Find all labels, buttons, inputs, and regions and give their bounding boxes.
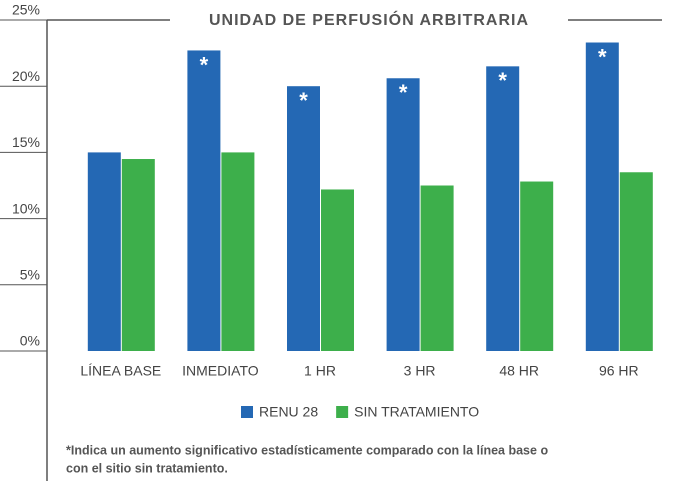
- y-tick-label: 15%: [12, 134, 40, 150]
- bar: [321, 189, 354, 351]
- y-tick-label: 10%: [12, 200, 40, 216]
- x-tick-label: 1 HR: [304, 363, 336, 379]
- footnote: *Indica un aumento significativo estadís…: [66, 443, 548, 457]
- footnote: con el sitio sin tratamiento.: [66, 461, 228, 475]
- value-label: *: [200, 52, 209, 77]
- value-label: *: [598, 44, 607, 69]
- legend-swatch: [241, 406, 253, 418]
- bar: [585, 42, 619, 352]
- bar: [386, 78, 420, 352]
- x-tick-label: LÍNEA BASE: [80, 363, 161, 379]
- x-tick-label: 48 HR: [499, 363, 539, 379]
- y-tick-label: 5%: [20, 267, 40, 283]
- bar: [486, 66, 520, 351]
- value-label: *: [498, 68, 507, 93]
- y-tick-label: 20%: [12, 68, 40, 84]
- legend-swatch: [336, 406, 349, 418]
- bar: [187, 50, 221, 352]
- bar: [420, 185, 454, 351]
- legend-label: SIN TRATAMIENTO: [354, 404, 479, 420]
- x-tick-label: 96 HR: [599, 363, 639, 379]
- bar: [121, 159, 155, 351]
- bar: [221, 152, 255, 351]
- bar: [287, 86, 320, 351]
- value-label: *: [299, 88, 308, 113]
- bar: [87, 152, 121, 351]
- x-tick-label: 3 HR: [404, 363, 436, 379]
- legend-label: RENU 28: [259, 404, 318, 420]
- bar: [520, 181, 554, 351]
- y-tick-label: 0%: [20, 333, 40, 349]
- x-tick-label: INMEDIATO: [182, 363, 259, 379]
- chart-title: UNIDAD DE PERFUSIÓN ARBITRARIA: [209, 10, 529, 29]
- y-tick-label: 25%: [12, 2, 40, 18]
- bar: [619, 172, 653, 351]
- value-label: *: [399, 80, 408, 105]
